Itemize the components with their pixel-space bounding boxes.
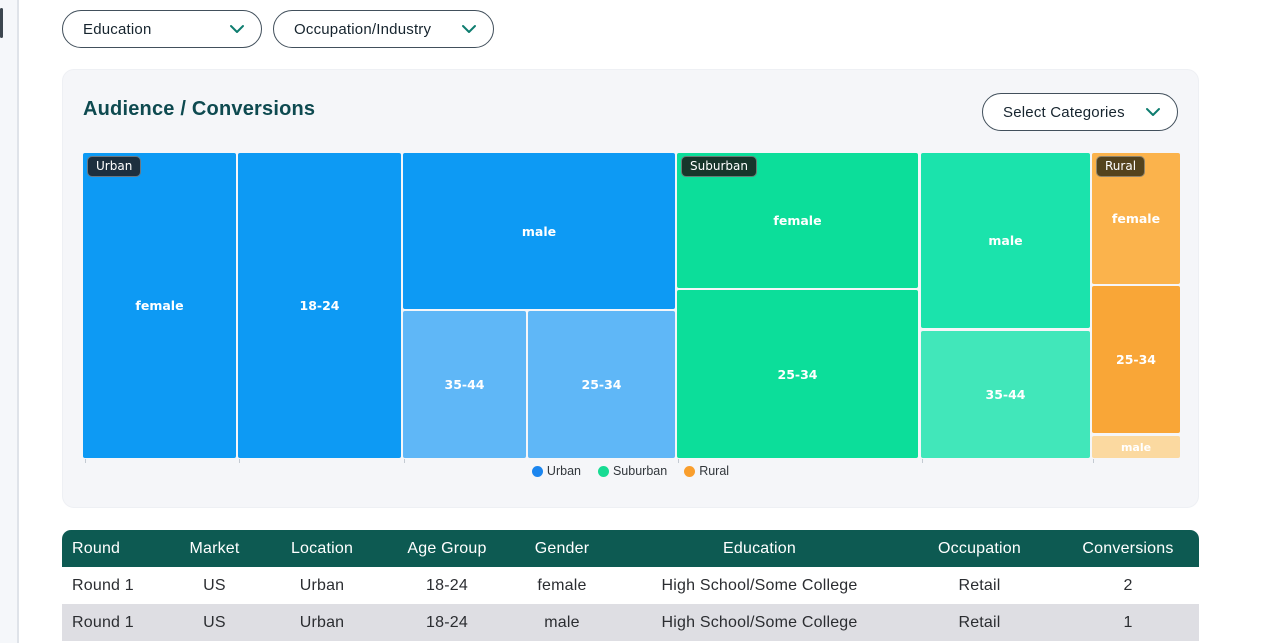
occupation-industry-dropdown-label: Occupation/Industry [294, 20, 432, 38]
column-header-gender: Gender [507, 530, 617, 567]
treemap-group-badge-rural: Rural [1096, 156, 1146, 177]
chart-legend: Urban Suburban Rural [63, 464, 1198, 478]
legend-item-rural: Rural [684, 464, 729, 478]
table-cell: 18-24 [426, 576, 468, 594]
column-header-round: Round [62, 530, 172, 567]
select-categories-dropdown[interactable]: Select Categories [982, 93, 1178, 131]
chevron-down-icon [461, 24, 477, 34]
table-cell: US [203, 576, 226, 594]
treemap-block-urban-female[interactable]: female [83, 153, 236, 458]
scrollbar-thumb[interactable] [0, 8, 3, 38]
treemap-axis-ticks [83, 459, 1180, 464]
column-header-location: Location [257, 530, 387, 567]
treemap-block-suburban-25-34[interactable]: 25-34 [677, 290, 918, 458]
axis-tick [239, 459, 240, 463]
legend-dot-suburban [597, 465, 609, 477]
table-row: Round 1 US Urban 18-24 male High School/Some … [62, 604, 1199, 641]
table-cell: Retail [958, 576, 1001, 594]
legend-dot-urban [531, 465, 543, 477]
treemap-block-suburban-male[interactable]: male [921, 153, 1090, 328]
table-header-row: Round Market Location Age Group Gender Educat… [62, 530, 1199, 567]
conversions-table: Round Market Location Age Group Gender Educat… [62, 530, 1199, 641]
legend-item-suburban: Suburban [597, 464, 668, 478]
legend-label: Rural [699, 464, 730, 478]
treemap-block-rural-male[interactable]: male [1092, 436, 1180, 458]
table-cell: Retail [958, 613, 1001, 631]
treemap-block-suburban-35-44[interactable]: 35-44 [921, 331, 1090, 458]
column-header-age-group: Age Group [387, 530, 507, 567]
axis-tick [1093, 459, 1094, 463]
table-cell: High School/Some College [661, 576, 858, 594]
axis-tick [922, 459, 923, 463]
treemap-chart: female 18-24 male 35-44 25-34 Urban female 25-3… [83, 153, 1180, 458]
table-cell: 2 [1123, 576, 1133, 594]
axis-tick [678, 459, 679, 463]
column-header-conversions: Conversions [1057, 530, 1199, 567]
occupation-industry-dropdown[interactable]: Occupation/Industry [273, 10, 494, 48]
legend-item-urban: Urban [531, 464, 581, 478]
treemap-block-urban-25-34[interactable]: 25-34 [528, 311, 675, 458]
table-cell: Round 1 [72, 576, 134, 594]
column-header-education: Education [617, 530, 902, 567]
column-header-occupation: Occupation [902, 530, 1057, 567]
table-cell: Urban [299, 576, 345, 594]
card-title: Audience / Conversions [83, 98, 316, 120]
treemap-group-badge-suburban: Suburban [681, 156, 757, 177]
education-dropdown[interactable]: Education [62, 10, 262, 48]
chevron-down-icon [1145, 107, 1161, 117]
table-cell: Round 1 [72, 613, 134, 631]
treemap-block-rural-25-34[interactable]: 25-34 [1092, 286, 1180, 433]
legend-label: Urban [546, 464, 581, 478]
legend-dot-rural [684, 465, 696, 477]
table-cell: Urban [299, 613, 345, 631]
axis-tick [85, 459, 86, 463]
education-dropdown-label: Education [83, 20, 152, 38]
table-cell: US [203, 613, 226, 631]
table-row: Round 1 US Urban 18-24 female High School/Som… [62, 567, 1199, 604]
table-cell: female [537, 576, 587, 594]
column-header-market: Market [172, 530, 257, 567]
treemap-block-urban-35-44[interactable]: 35-44 [403, 311, 526, 458]
axis-tick [404, 459, 405, 463]
legend-label: Suburban [612, 464, 668, 478]
table-cell: 1 [1123, 613, 1133, 631]
chevron-down-icon [229, 24, 245, 34]
table-cell: High School/Some College [661, 613, 858, 631]
left-rail [0, 0, 19, 643]
treemap-block-urban-male[interactable]: male [403, 153, 675, 309]
treemap-block-urban-18-24[interactable]: 18-24 [238, 153, 401, 458]
select-categories-label: Select Categories [1003, 103, 1125, 121]
table-cell: 18-24 [426, 613, 468, 631]
table-cell: male [544, 613, 580, 631]
treemap-group-badge-urban: Urban [87, 156, 142, 177]
audience-conversions-card: Audience / Conversions Select Categories… [62, 69, 1199, 508]
